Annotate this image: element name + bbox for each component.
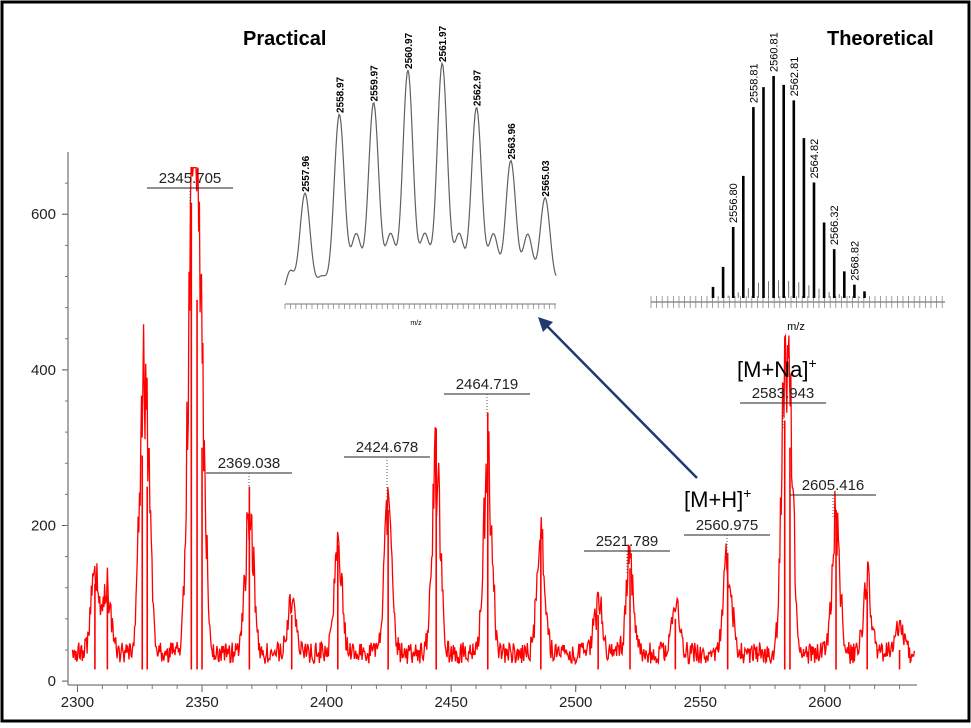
peak-label: 2605.416 — [802, 477, 865, 494]
inset-practical: Practical m/z 2557.96 2558.97 2559.97 2560.… — [243, 25, 557, 327]
mna-annotation: [M+Na]+ — [737, 355, 817, 382]
peak-label: 2345.705 — [159, 170, 222, 187]
peak-label: 2424.678 — [356, 439, 419, 456]
main-peak-labels: 2345.705 2369.038 2424.678 2464.719 2521.789… — [147, 170, 876, 575]
main-axes: 0 200 400 600 2300 2350 2400 2450 2500 2550 2600 — [31, 152, 917, 711]
inset-theoretical-title: Theoretical — [827, 28, 934, 50]
inset-practical-title: Practical — [243, 28, 326, 50]
x-tick-label: 2550 — [684, 694, 717, 711]
y-tick-label: 0 — [48, 673, 56, 690]
inset-theoretical-xlabel: m/z — [787, 321, 805, 333]
spectrum-line — [71, 166, 916, 666]
y-tick-label: 400 — [31, 362, 56, 379]
x-tick-label: 2400 — [310, 694, 343, 711]
inset-practical-peak-label: 2561.97 — [438, 25, 449, 62]
inset-theoretical-peak-label: 2566.32 — [829, 205, 841, 245]
peak-label: 2583.943 — [752, 385, 815, 402]
inset-practical-peak-label: 2558.97 — [335, 76, 346, 113]
inset-practical-line — [284, 61, 557, 286]
x-tick-label: 2350 — [185, 694, 218, 711]
x-tick-label: 2300 — [61, 694, 94, 711]
y-tick-label: 600 — [31, 206, 56, 223]
peak-label: 2560.975 — [696, 517, 759, 534]
mh-annotation: [M+H]+ — [684, 485, 751, 512]
inset-theoretical-peak-label: 2562.81 — [789, 57, 801, 97]
inset-theoretical-peak-label: 2564.82 — [809, 139, 821, 179]
inset-practical-peak-label: 2562.97 — [473, 69, 484, 106]
x-tick-label: 2500 — [559, 694, 592, 711]
inset-theoretical-peak-label: 2560.81 — [769, 32, 781, 72]
inset-practical-peak-label: 2559.97 — [370, 65, 381, 102]
inset-practical-peak-label: 2563.96 — [507, 123, 518, 160]
x-tick-label: 2600 — [808, 694, 841, 711]
inset-practical-peak-label: 2560.97 — [404, 32, 415, 69]
x-tick-label: 2450 — [434, 694, 467, 711]
peak-label: 2464.719 — [456, 376, 519, 393]
main-spectrum-series — [71, 166, 916, 670]
inset-theoretical: Theoretical m/z 2556.80 2558.81 2560.81 256… — [650, 28, 945, 333]
inset-theoretical-peak-label: 2568.82 — [849, 241, 861, 281]
annotation-arrow — [538, 317, 698, 479]
inset-practical-peak-label: 2565.03 — [541, 160, 552, 197]
peak-label: 2369.038 — [218, 455, 281, 472]
inset-practical-xlabel: m/z — [410, 320, 422, 327]
inset-theoretical-peak-label: 2558.81 — [748, 63, 760, 103]
inset-theoretical-peak-label: 2556.80 — [728, 183, 740, 223]
y-tick-label: 200 — [31, 517, 56, 534]
peak-label: 2521.789 — [596, 533, 659, 550]
inset-practical-peak-label: 2557.96 — [301, 155, 312, 192]
